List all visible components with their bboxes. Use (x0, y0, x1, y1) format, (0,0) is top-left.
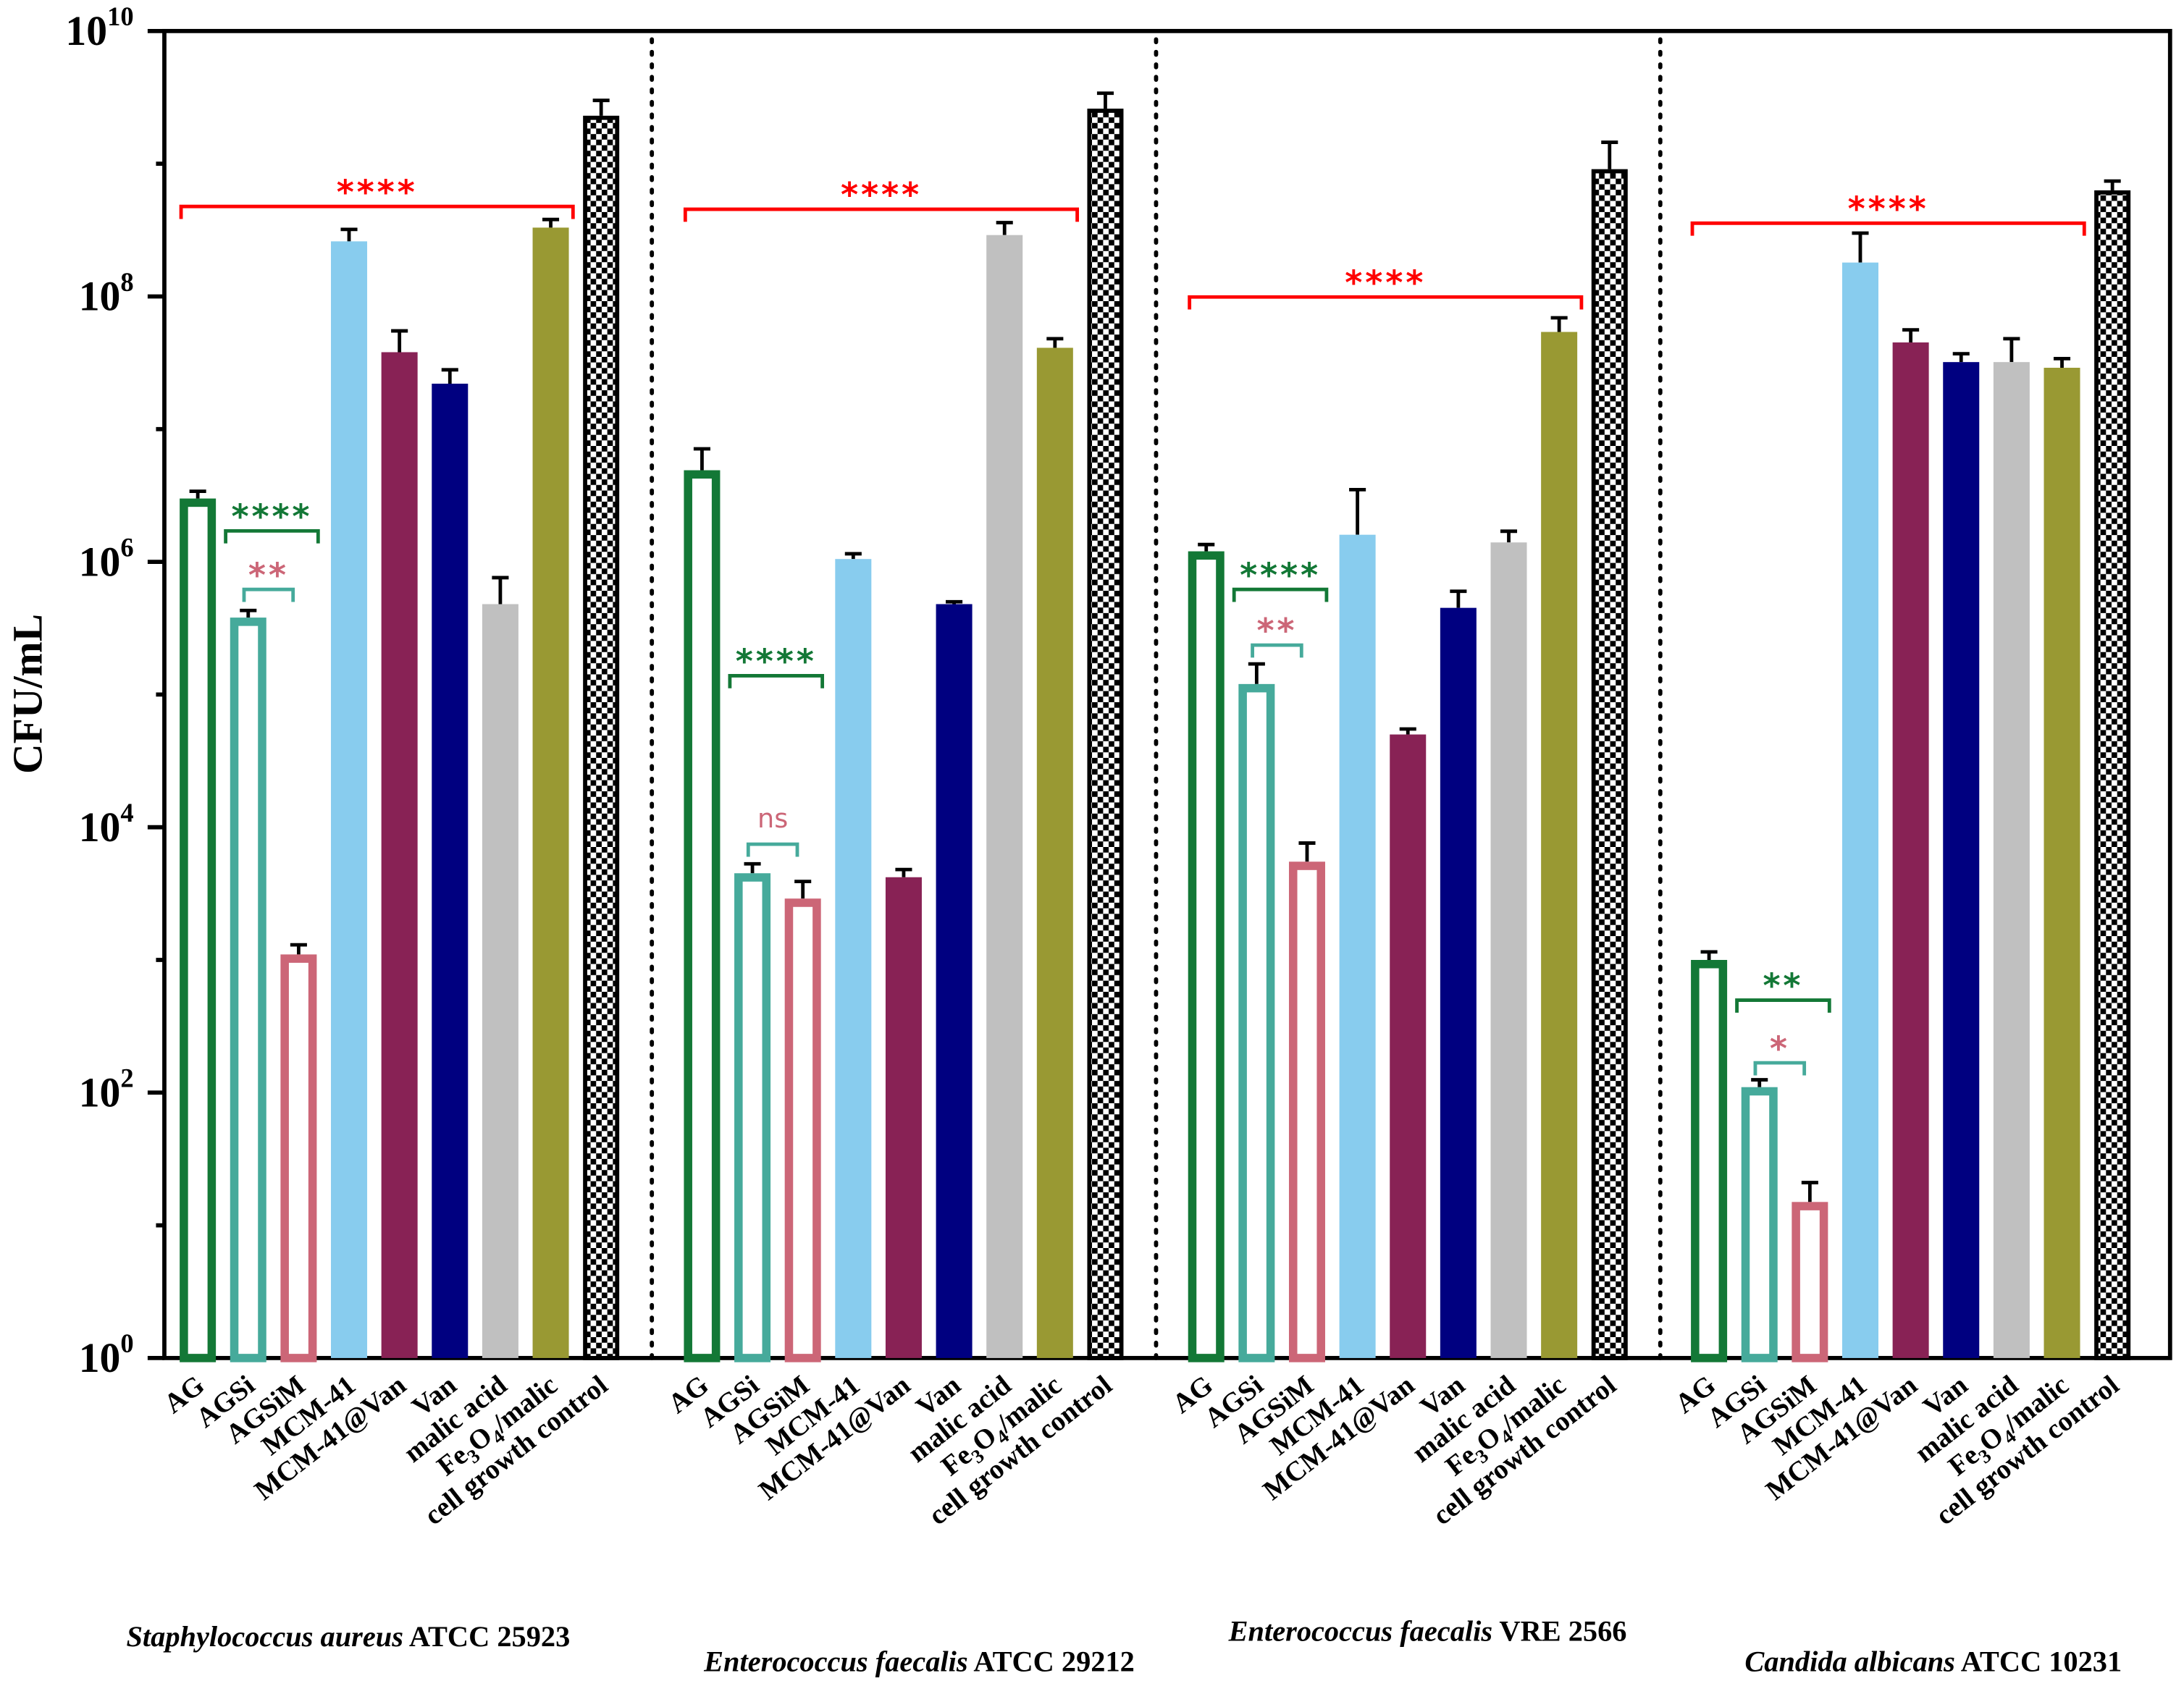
y-tick-label: 100 (79, 1328, 134, 1381)
significance-bracket (179, 204, 575, 219)
group-title: Candida albicans ATCC 10231 (1744, 1645, 2122, 1678)
significance-bracket (224, 528, 320, 544)
bar-van (936, 604, 973, 1358)
bar-mcm-41-van (885, 877, 922, 1358)
significance-bracket (1251, 643, 1303, 658)
bar-mcm-41 (835, 559, 872, 1358)
bar-mcm-41 (1841, 262, 1878, 1358)
bar-mcm-41 (1339, 534, 1376, 1358)
bar-mcm-41 (331, 241, 368, 1358)
significance-bracket (1188, 295, 1584, 310)
bar-van (1440, 607, 1477, 1358)
bar-agsi (734, 873, 771, 1362)
bar-malic-acid (986, 235, 1023, 1358)
significance-label: ** (1763, 966, 1803, 1006)
significance-label: **** (231, 497, 312, 536)
significance-label: ns (757, 803, 788, 834)
bar-agsi (230, 618, 266, 1362)
significance-bracket (1690, 221, 2086, 236)
significance-bracket (728, 674, 825, 688)
bar-mcm-41-van (381, 352, 418, 1358)
significance-label: **** (736, 642, 817, 681)
bar-ag (1188, 551, 1225, 1362)
bar-fe3o4-malic (2044, 368, 2080, 1358)
y-tick-label: 1010 (65, 1, 133, 54)
significance-label: ** (248, 555, 289, 594)
bar-agsim (784, 898, 821, 1362)
bar-fe3o4-malic (1541, 332, 1578, 1358)
y-tick-label: 106 (79, 532, 134, 585)
significance-bracket (242, 587, 295, 602)
bar-cell-growth-control (1087, 109, 1124, 1360)
bar-agsim (1792, 1202, 1828, 1362)
significance-label: ** (1256, 611, 1297, 650)
bar-cell-growth-control (1591, 169, 1628, 1360)
y-tick-label: 104 (79, 798, 134, 851)
bar-ag (1691, 959, 1728, 1362)
significance-bracket (1753, 1061, 1807, 1076)
group-title: Enterococcus faecalis ATCC 29212 (703, 1645, 1135, 1678)
significance-bracket (1232, 587, 1329, 602)
bar-malic-acid (1993, 362, 2030, 1358)
significance-bracket (683, 207, 1080, 222)
bar-agsi (1741, 1087, 1778, 1362)
bar-fe3o4-malic (1036, 347, 1073, 1358)
group-title: Enterococcus faecalis VRE 2566 (1228, 1614, 1627, 1647)
bar-agsim (1288, 861, 1325, 1362)
group-title: Staphylococcus aureus ATCC 25923 (126, 1620, 570, 1653)
bar-van (432, 383, 469, 1358)
bar-ag (684, 470, 721, 1362)
bar-agsi (1238, 683, 1275, 1362)
bar-mcm-41-van (1390, 734, 1427, 1358)
significance-bracket (1735, 998, 1831, 1013)
y-tick-label: 102 (79, 1063, 134, 1116)
bar-malic-acid (1490, 542, 1527, 1358)
bar-mcm-41-van (1892, 342, 1929, 1358)
bar-ag (180, 498, 217, 1362)
bar-fe3o4-malic (532, 227, 569, 1358)
bar-cell-growth-control (583, 115, 620, 1360)
y-tick-label: 108 (79, 267, 134, 320)
significance-bracket (746, 842, 799, 857)
bar-malic-acid (482, 604, 518, 1358)
bar-agsim (280, 954, 317, 1362)
significance-label: **** (1848, 189, 1929, 228)
bar-van (1943, 362, 1980, 1358)
significance-label: * (1770, 1029, 1790, 1068)
bar-cell-growth-control (2094, 190, 2131, 1360)
significance-label: **** (841, 175, 922, 214)
significance-label: **** (1345, 263, 1426, 302)
significance-label: **** (1240, 555, 1321, 594)
y-axis-label: CFU/mL (6, 614, 51, 774)
significance-label: **** (337, 172, 418, 211)
